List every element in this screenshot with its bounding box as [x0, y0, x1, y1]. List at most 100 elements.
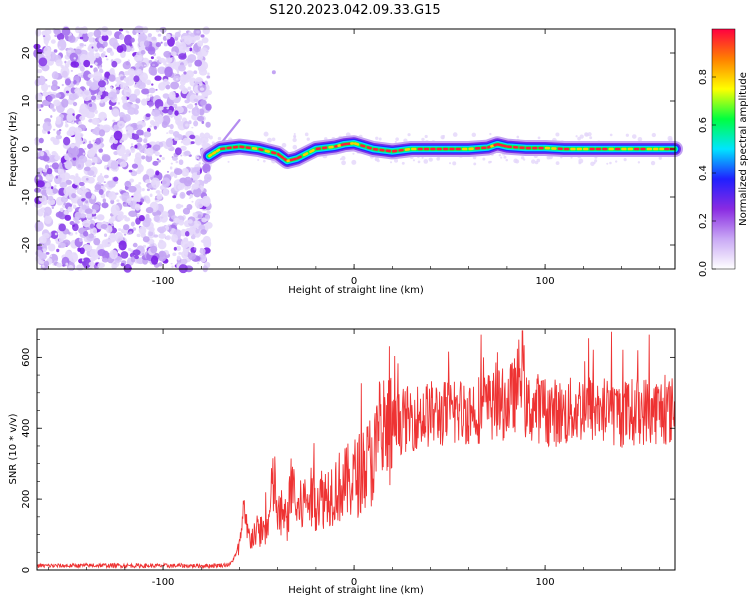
noise-blob: [145, 79, 152, 86]
noise-blob: [194, 59, 202, 67]
spectrogram-y-tick-label: 20: [21, 47, 32, 60]
noise-blob: [45, 188, 53, 196]
noise-blob: [118, 240, 127, 251]
noise-blob: [64, 160, 73, 170]
noise-blob: [196, 115, 205, 122]
noise-blob: [132, 227, 137, 231]
noise-blob: [123, 263, 132, 273]
noise-blob: [98, 111, 107, 121]
noise-blob: [207, 72, 210, 76]
colorbar-frame: [711, 28, 736, 270]
noise-blob: [89, 103, 93, 108]
spectrogram-signal: [200, 135, 683, 169]
noise-speck: [482, 157, 486, 161]
noise-blob: [57, 39, 67, 51]
noise-blob: [42, 248, 47, 253]
noise-blob: [171, 234, 179, 243]
noise-blob: [79, 43, 84, 47]
noise-blob: [57, 168, 65, 176]
noise-blob: [179, 191, 186, 199]
noise-blob: [193, 247, 197, 251]
noise-blob: [97, 262, 105, 268]
noise-speck: [489, 132, 492, 136]
noise-blob: [110, 143, 118, 150]
noise-blob: [165, 235, 171, 241]
noise-blob: [150, 68, 158, 76]
signal-peak: [353, 142, 360, 146]
noise-blob: [61, 98, 69, 108]
noise-speck: [515, 159, 520, 164]
noise-blob: [42, 91, 49, 97]
noise-blob: [172, 195, 177, 199]
noise-blob: [166, 107, 170, 110]
noise-blob: [142, 252, 145, 256]
noise-speck: [516, 135, 520, 139]
noise-blob: [93, 229, 97, 234]
spectrogram-x-tick-label: 100: [536, 276, 555, 287]
noise-blob: [98, 148, 104, 153]
noise-blob: [103, 174, 109, 179]
noise-blob: [61, 256, 70, 267]
noise-blob: [175, 160, 179, 164]
noise-blob: [149, 226, 155, 233]
noise-speck: [217, 136, 222, 141]
noise-blob: [74, 120, 77, 123]
noise-blob: [65, 262, 69, 266]
spectrogram-y-tick-label: 10: [21, 95, 32, 108]
noise-blob: [122, 61, 131, 70]
noise-blob: [41, 189, 48, 197]
noise-blob: [116, 144, 126, 157]
noise-blob: [100, 224, 108, 229]
noise-blob: [79, 36, 84, 40]
noise-blob: [195, 81, 200, 85]
noise-blob: [123, 87, 132, 97]
noise-blob: [154, 98, 164, 109]
noise-blob: [91, 195, 95, 200]
noise-blob: [88, 140, 92, 144]
noise-speck: [257, 158, 260, 161]
noise-blob: [135, 184, 141, 189]
noise-blob: [146, 93, 150, 97]
noise-blob: [67, 146, 77, 158]
noise-blob: [70, 69, 74, 72]
noise-blob: [84, 208, 93, 214]
noise-blob: [81, 204, 87, 210]
noise-blob: [154, 58, 157, 62]
noise-blob: [196, 156, 200, 160]
noise-blob: [84, 148, 87, 150]
noise-blob: [149, 94, 153, 97]
noise-blob: [105, 225, 113, 234]
noise-blob: [68, 264, 74, 271]
noise-blob: [125, 149, 131, 155]
noise-blob: [122, 102, 132, 111]
noise-blob: [109, 137, 115, 144]
noise-blob: [183, 237, 189, 243]
signal-peak: [302, 152, 309, 157]
noise-blob: [52, 188, 59, 194]
noise-blob: [143, 138, 148, 144]
noise-blob: [204, 221, 213, 229]
noise-blob: [44, 182, 50, 188]
noise-speck: [263, 131, 269, 137]
noise-blob: [128, 93, 138, 103]
noise-blob: [55, 211, 64, 218]
noise-blob: [119, 195, 122, 199]
noise-blob: [72, 101, 78, 107]
noise-blob: [137, 164, 144, 173]
noise-blob: [42, 35, 46, 38]
noise-blob: [173, 217, 180, 223]
noise-blob: [201, 120, 205, 125]
noise-blob: [145, 207, 154, 214]
noise-blob: [98, 189, 104, 195]
noise-blob: [111, 223, 114, 227]
noise-blob: [91, 162, 95, 166]
noise-blob: [55, 116, 62, 122]
noise-blob: [198, 68, 208, 76]
noise-blob: [169, 166, 173, 170]
noise-blob: [78, 181, 85, 187]
noise-blob: [158, 233, 167, 239]
noise-blob: [52, 108, 56, 112]
noise-blob: [76, 264, 84, 271]
noise-blob: [205, 121, 211, 128]
